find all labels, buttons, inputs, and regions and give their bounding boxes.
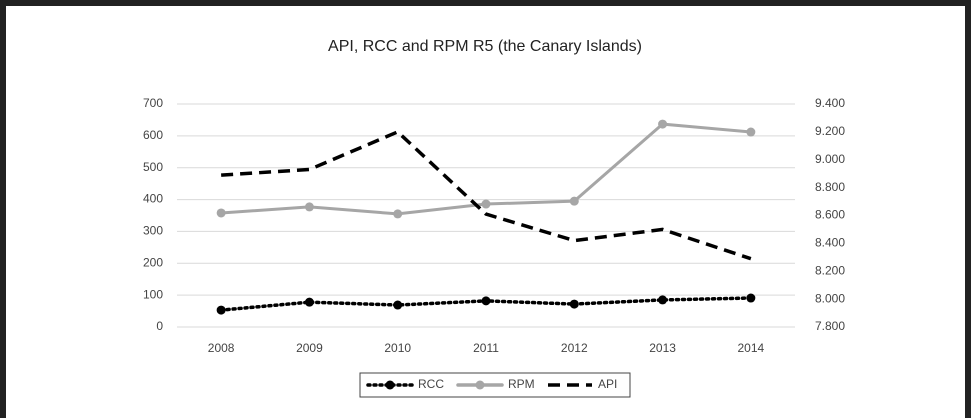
y-tick-label: 400	[143, 192, 163, 206]
point	[658, 119, 668, 129]
point	[481, 199, 491, 209]
y-tick-label: 0	[156, 319, 163, 333]
y-tick-label: 300	[143, 224, 163, 238]
y2-tick-label: 8.200	[815, 263, 845, 277]
y2-tick-label: 8.000	[815, 291, 845, 305]
point	[658, 295, 668, 305]
point	[746, 293, 756, 303]
y2-tick-label: 9.400	[815, 96, 845, 110]
x-tick-label: 2013	[649, 341, 676, 355]
x-tick-label: 2012	[561, 341, 588, 355]
y2-tick-label: 9.200	[815, 124, 845, 138]
legend-marker	[385, 380, 395, 390]
x-tick-label: 2010	[384, 341, 411, 355]
point	[569, 196, 579, 206]
y-tick-label: 500	[143, 160, 163, 174]
x-tick-label: 2008	[208, 341, 235, 355]
point	[569, 299, 579, 309]
legend-label: RPM	[508, 377, 535, 391]
point	[216, 305, 226, 315]
y2-tick-label: 8.800	[815, 180, 845, 194]
series-line	[221, 129, 752, 261]
point	[481, 296, 491, 306]
y2-tick-label: 9.000	[815, 152, 845, 166]
x-tick-label: 2009	[296, 341, 323, 355]
legend-marker	[475, 380, 485, 390]
y2-tick-label: 8.600	[815, 208, 845, 222]
y-tick-label: 100	[143, 287, 163, 301]
point	[393, 300, 403, 310]
chart-area	[6, 6, 965, 418]
point	[304, 202, 314, 212]
point	[393, 209, 403, 219]
point	[304, 297, 314, 307]
point	[746, 127, 756, 137]
y-tick-label: 200	[143, 255, 163, 269]
y2-tick-label: 7.800	[815, 319, 845, 333]
legend-label: RCC	[418, 377, 444, 391]
y-tick-label: 600	[143, 128, 163, 142]
chart-title: API, RCC and RPM R5 (the Canary Islands)	[328, 38, 642, 55]
x-tick-label: 2011	[473, 341, 499, 355]
legend-box	[359, 372, 631, 398]
y-tick-label: 700	[143, 96, 163, 110]
legend-label: API	[598, 377, 617, 391]
point	[216, 208, 226, 218]
x-tick-label: 2014	[738, 341, 765, 355]
y2-tick-label: 8.400	[815, 236, 845, 250]
